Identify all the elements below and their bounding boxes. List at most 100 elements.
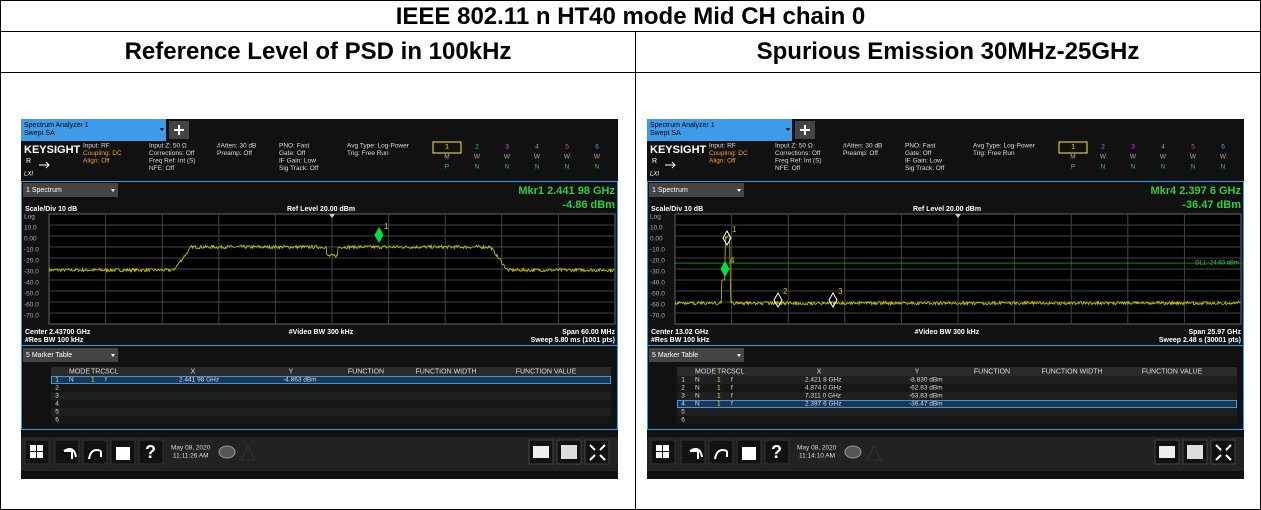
trace-indicator: N bbox=[1161, 164, 1166, 171]
panel-border bbox=[21, 345, 618, 346]
table-title: IEEE 802.11 n HT40 mode Mid CH chain 0 bbox=[395, 3, 866, 30]
grid-icon bbox=[1159, 446, 1175, 458]
table-header: TRC bbox=[91, 368, 105, 375]
trace-indicator: 1 bbox=[445, 144, 449, 151]
table-cell: f bbox=[731, 401, 733, 408]
trace-indicator: N bbox=[535, 164, 540, 171]
footer-label: Center 2.43700 GHz bbox=[25, 329, 91, 336]
marker-number: 3 bbox=[838, 287, 843, 296]
side-label: R bbox=[26, 158, 31, 165]
table-row bbox=[51, 392, 611, 400]
table-cell: N bbox=[695, 393, 700, 400]
center-marker bbox=[955, 214, 961, 218]
trace-indicator: 1 bbox=[1071, 144, 1075, 151]
footer-label: #Res BW 100 kHz bbox=[651, 337, 710, 344]
table-header: TRC bbox=[717, 368, 731, 375]
selected-row bbox=[677, 400, 1237, 408]
y-axis-label: -60.0 bbox=[24, 302, 39, 309]
side-label: LXI bbox=[650, 172, 659, 178]
trace-indicator: 6 bbox=[595, 144, 599, 151]
table-cell: 2 bbox=[681, 385, 685, 392]
table-row bbox=[51, 400, 611, 408]
table-row bbox=[51, 384, 611, 392]
table-cell: f bbox=[731, 385, 733, 392]
table-row bbox=[677, 416, 1237, 424]
marker-number: 1 bbox=[732, 225, 737, 234]
footer-label: Sweep 2.48 s (30001 pts) bbox=[1159, 337, 1241, 344]
footer-label: Sweep 5.80 ms (1001 pts) bbox=[531, 337, 615, 344]
window-select bbox=[649, 183, 744, 197]
table-row bbox=[51, 408, 611, 416]
status-text: IF Gain: Low bbox=[279, 158, 316, 165]
trace-indicator: W bbox=[474, 154, 481, 161]
status-text: Gate: Off bbox=[905, 150, 931, 157]
table-cell: 2 bbox=[55, 385, 59, 392]
table-header: FUNCTION VALUE bbox=[1142, 368, 1203, 375]
table-cell: -62.83 dBm bbox=[909, 385, 943, 392]
status-text: Corrections: Off bbox=[149, 150, 195, 157]
trace-indicator: W bbox=[1100, 154, 1107, 161]
status-text: IF Gain: Low bbox=[905, 158, 942, 165]
marker-number: 4 bbox=[730, 256, 735, 265]
marker-diamond bbox=[828, 291, 838, 309]
table-header: FUNCTION WIDTH bbox=[1041, 368, 1102, 375]
panel-border bbox=[21, 181, 618, 430]
trace-indicator: W bbox=[1160, 154, 1167, 161]
panel-border bbox=[647, 345, 1244, 346]
marker-readout: Mkr4 2.397 6 GHz bbox=[1151, 185, 1242, 197]
table-row bbox=[677, 384, 1237, 392]
table-cell: 3 bbox=[681, 393, 685, 400]
column-border bbox=[635, 32, 636, 509]
trace-indicator: 2 bbox=[475, 144, 479, 151]
trace-highlight bbox=[1058, 141, 1088, 154]
status-text: Trig: Free Run bbox=[973, 150, 1015, 157]
trace-indicator: P bbox=[445, 164, 449, 171]
marker-diamond bbox=[773, 291, 783, 309]
row-border bbox=[1, 31, 1260, 32]
fullscreen-icon bbox=[589, 444, 606, 461]
trace-indicator: P bbox=[1071, 164, 1075, 171]
trace-indicator: W bbox=[1190, 154, 1197, 161]
table-cell: 1 bbox=[717, 401, 721, 408]
time: 11:11:26 AM bbox=[173, 453, 209, 460]
table-cell: -8.830 dBm bbox=[909, 377, 943, 384]
display-line-label: DL1 -24.60 dBm bbox=[1195, 261, 1239, 267]
folder-icon bbox=[742, 447, 756, 460]
grid-icon bbox=[533, 446, 549, 458]
column-header: Spurious Emission 30MHz-25GHz bbox=[756, 38, 1140, 65]
trace-indicator: N bbox=[475, 164, 480, 171]
ref-level: Ref Level 20.00 dBm bbox=[913, 206, 981, 213]
brand: KEYSIGHT bbox=[24, 144, 81, 156]
redo-icon bbox=[714, 449, 728, 460]
tab-label: Spectrum Analyzer 1 bbox=[650, 122, 715, 129]
dropdown-icon bbox=[737, 354, 741, 357]
tab bbox=[647, 119, 792, 141]
table-title: 5 Marker Table bbox=[26, 352, 72, 359]
status-text: Gate: Off bbox=[279, 150, 305, 157]
table-header-bg bbox=[51, 367, 611, 376]
trace-indicator: N bbox=[1101, 164, 1106, 171]
taskbar-button bbox=[82, 439, 108, 465]
chat-icon bbox=[218, 445, 236, 459]
tab-label: Swept SA bbox=[650, 130, 681, 137]
y-axis-label: -30.0 bbox=[650, 269, 665, 276]
status-text: NFE: Off bbox=[149, 165, 174, 172]
table-header: X bbox=[817, 368, 822, 375]
marker-readout: -4.86 dBm bbox=[562, 199, 615, 211]
windows-icon bbox=[656, 445, 669, 458]
table-cell: 1 bbox=[717, 393, 721, 400]
table-cell: -4.863 dBm bbox=[283, 377, 317, 384]
y-axis-label: -40.0 bbox=[24, 280, 39, 287]
row-border bbox=[1, 72, 1260, 73]
table-cell: 2.441 98 GHz bbox=[179, 377, 219, 384]
y-axis-label: 10.0 bbox=[650, 225, 663, 232]
table-cell: N bbox=[695, 377, 700, 384]
y-axis-label: -10.0 bbox=[24, 247, 39, 254]
marker-diamond bbox=[720, 260, 730, 278]
column-header: Reference Level of PSD in 100kHz bbox=[124, 38, 512, 65]
ref-level: Ref Level 20.00 dBm bbox=[287, 206, 355, 213]
table-cell: 2.397 6 GHz bbox=[805, 401, 842, 408]
y-axis-label: -40.0 bbox=[650, 280, 665, 287]
table-cell: 6 bbox=[681, 417, 685, 424]
y-axis-label: -20.0 bbox=[650, 258, 665, 265]
